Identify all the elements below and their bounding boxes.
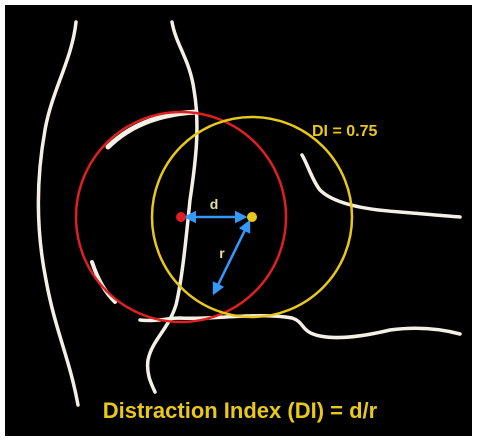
diagram: d r DI = 0.75 Distraction Index (DI) = d…: [0, 0, 477, 441]
yellow-center: [247, 212, 257, 222]
d-label: d: [210, 196, 219, 212]
caption: Distraction Index (DI) = d/r: [103, 398, 378, 423]
index-value: DI = 0.75: [312, 123, 377, 140]
red-center: [176, 212, 186, 222]
r-label: r: [219, 245, 225, 261]
